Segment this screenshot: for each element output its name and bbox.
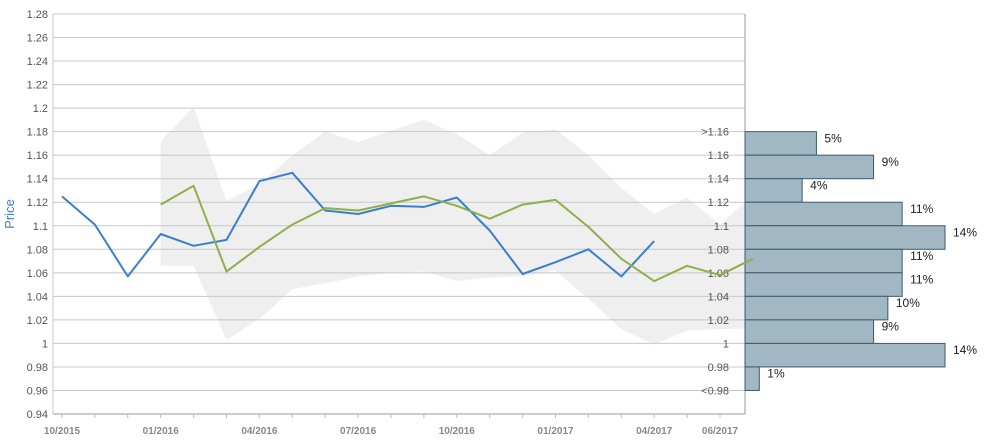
histogram-percent-label: 14% — [953, 343, 977, 357]
histogram-percent-label: 11% — [910, 273, 933, 287]
histogram-bar — [744, 342, 946, 368]
histogram-layer: 5%>1.169%1.164%1.1411%1.1214%1.111%1.081… — [701, 127, 977, 398]
y-tick-label: 1.1 — [33, 221, 48, 233]
histogram-bar — [744, 154, 875, 180]
histogram-bin-label: 1.04 — [708, 291, 729, 303]
y-tick-label: 1.14 — [27, 174, 48, 186]
histogram-bin-label: 1.12 — [708, 197, 729, 209]
axis-layer: 1.28 1.26 1.24 1.22 1.2 1.18 1.16 1.14 1.12 1.1 1.… — [27, 9, 746, 437]
y-tick-label: 1.24 — [27, 56, 48, 68]
y-tick-label: 1.12 — [27, 197, 48, 209]
y-tick-label: 0.94 — [27, 409, 48, 421]
histogram-bar — [744, 225, 946, 250]
x-tick-label: 10/2015 — [44, 426, 81, 437]
histogram-bin-label: 1 — [723, 338, 729, 350]
y-tick-label: 1.2 — [33, 103, 48, 115]
x-tick-label: 07/2016 — [340, 426, 377, 437]
series-layer — [61, 171, 754, 283]
x-tick-label: 04/2016 — [241, 426, 278, 437]
histogram-percent-label: 4% — [810, 178, 828, 192]
histogram-percent-label: 10% — [896, 296, 920, 310]
y-tick-label: 1.06 — [27, 268, 48, 280]
histogram-bin-label: 1.14 — [708, 174, 729, 186]
y-tick-label: 1 — [42, 338, 48, 350]
x-tick-label: 06/2017 — [702, 426, 739, 437]
histogram-percent-label: 9% — [882, 155, 900, 169]
x-tick-label: 10/2016 — [439, 426, 476, 437]
y-tick-label: 1.16 — [27, 150, 48, 162]
y-axis-label: Price — [2, 199, 17, 229]
histogram-bar — [744, 295, 889, 321]
histogram-bar — [744, 178, 803, 203]
histogram-bin-label: 1.02 — [708, 315, 729, 327]
histogram-bin-label: 1.08 — [708, 244, 729, 256]
histogram-percent-label: 5% — [824, 131, 842, 145]
histogram-bin-label: <0.98 — [701, 385, 729, 397]
y-tick-label: 1.04 — [27, 291, 48, 303]
histogram-bar — [744, 366, 760, 391]
histogram-bin-label: 1.1 — [714, 221, 729, 233]
histogram-percent-label: 14% — [953, 226, 977, 240]
y-tick-label: 1.26 — [27, 33, 48, 45]
y-tick-label: 0.98 — [27, 362, 48, 374]
histogram-bar — [744, 272, 903, 297]
histogram-percent-label: 11% — [910, 202, 933, 216]
histogram-bin-label: 1.16 — [708, 150, 729, 162]
x-tick-label: 04/2017 — [636, 426, 673, 437]
y-tick-label: 1.18 — [27, 127, 48, 139]
y-tick-label: 0.96 — [27, 385, 48, 397]
x-tick-label: 01/2017 — [537, 426, 574, 437]
histogram-bar — [744, 131, 817, 156]
series-line — [61, 171, 655, 278]
histogram-bar — [744, 248, 903, 274]
y-tick-label: 1.28 — [27, 9, 48, 21]
histogram-bin-label: 0.98 — [708, 362, 729, 374]
y-tick-label: 1.08 — [27, 244, 48, 256]
histogram-percent-label: 1% — [767, 367, 785, 381]
y-tick-label: 1.22 — [27, 80, 48, 92]
histogram-percent-label: 9% — [882, 320, 900, 334]
grid-layer — [53, 13, 745, 415]
histogram-bar — [744, 319, 875, 344]
y-tick-label: 1.02 — [27, 315, 48, 327]
histogram-bin-label: >1.16 — [701, 127, 729, 139]
x-tick-label: 01/2016 — [143, 426, 180, 437]
histogram-percent-label: 11% — [910, 249, 933, 263]
histogram-bar — [744, 201, 903, 227]
series-line — [160, 184, 754, 283]
